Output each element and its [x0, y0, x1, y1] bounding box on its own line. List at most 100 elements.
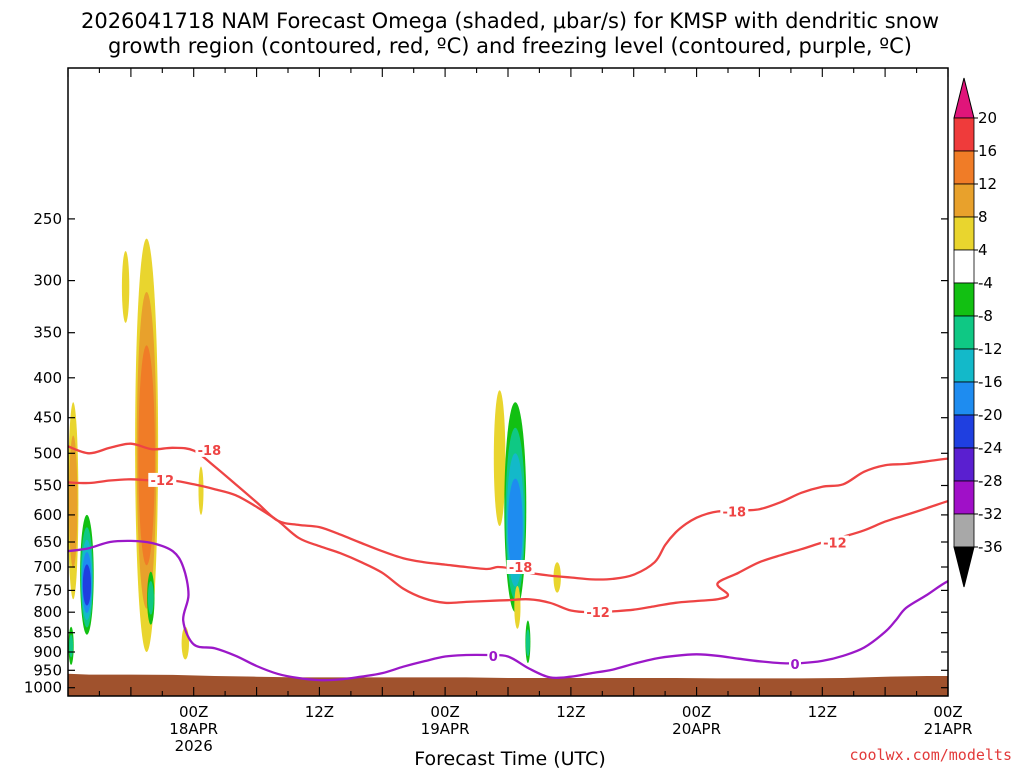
- y-tick-label: 300: [33, 272, 62, 290]
- y-tick-label: 650: [33, 533, 62, 551]
- contour-label: -18: [509, 561, 533, 576]
- y-tick-label: 700: [33, 558, 62, 576]
- colorbar-label: -36: [978, 538, 1003, 556]
- omega-shade: [82, 564, 91, 606]
- colorbar-bin: [953, 150, 975, 185]
- x-tick-label: 19APR: [421, 720, 470, 738]
- colorbar-label: -24: [978, 439, 1003, 457]
- x-tick-label: 00Z: [179, 703, 208, 721]
- omega-feature-1: [121, 251, 130, 323]
- colorbar-label: -8: [978, 307, 993, 325]
- contour-label-bg: [148, 472, 177, 487]
- contour-label-bg: [820, 535, 849, 550]
- dendritic-contour-m18: [68, 442, 948, 581]
- contour-label-bg: [487, 648, 500, 663]
- y-tick-label: 500: [33, 444, 62, 462]
- y-tick-label: 950: [33, 661, 62, 679]
- x-tick-label: 12Z: [808, 703, 837, 721]
- y-tick-label: 350: [33, 324, 62, 342]
- omega-shade: [69, 634, 74, 658]
- omega-feature-9: [504, 402, 527, 613]
- colorbar-bin: [953, 117, 975, 152]
- omega-core: [514, 533, 517, 551]
- colorbar-over-arrow: [953, 77, 975, 119]
- colorbar-label: -28: [978, 472, 1003, 490]
- colorbar-label: 4: [978, 241, 988, 259]
- freezing-contour-0: [68, 539, 948, 682]
- omega-layer: [68, 238, 561, 665]
- omega-feature-6: [198, 466, 204, 515]
- x-tick-label: 21APR: [924, 720, 973, 738]
- contour-layer: [68, 442, 948, 682]
- omega-core: [85, 585, 89, 596]
- omega-feature-11: [525, 620, 531, 664]
- y-axis: 2503003504004505005506006507007508008509…: [24, 210, 948, 697]
- omega-feature-10: [514, 585, 521, 629]
- omega-feature-2: [68, 402, 79, 600]
- colorbar-bin: [953, 348, 975, 383]
- omega-shade: [69, 435, 78, 568]
- colorbar-label: -4: [978, 274, 993, 292]
- omega-feature-0: [135, 238, 159, 653]
- colorbar-bin: [953, 249, 975, 284]
- colorbar-label: 16: [978, 142, 997, 160]
- contour-label-bg: [195, 442, 224, 457]
- colorbar-bin: [953, 513, 975, 548]
- colorbar-bin: [953, 414, 975, 449]
- omega-feature-3: [80, 514, 94, 635]
- y-tick-label: 400: [33, 369, 62, 387]
- dendritic-contour-m12: [68, 478, 948, 614]
- x-tick-label: 00Z: [682, 703, 711, 721]
- x-tick-label: 2026: [175, 737, 213, 755]
- colorbar-label: -16: [978, 373, 1003, 391]
- y-tick-label: 850: [33, 624, 62, 642]
- y-tick-label: 800: [33, 603, 62, 621]
- terrain-fill: [68, 673, 948, 696]
- colorbar-bin: [953, 315, 975, 350]
- contour-label: -18: [198, 444, 222, 459]
- x-tick-label: 12Z: [556, 703, 585, 721]
- chart-title-line2: growth region (contoured, red, ºC) and f…: [108, 34, 912, 58]
- contour-label-bg: [584, 605, 613, 620]
- y-tick-label: 1000: [24, 679, 62, 697]
- colorbar-label: -20: [978, 406, 1003, 424]
- colorbar-bin: [953, 381, 975, 416]
- y-tick-label: 750: [33, 581, 62, 599]
- omega-shade: [493, 390, 506, 526]
- y-tick-label: 250: [33, 210, 62, 228]
- contour-label: 0: [489, 650, 498, 665]
- omega-shade: [121, 251, 130, 323]
- contour-label-bg: [789, 656, 801, 671]
- omega-feature-8: [493, 390, 506, 526]
- colorbar-label: 12: [978, 175, 997, 193]
- colorbar-bin: [953, 216, 975, 251]
- omega-shade: [514, 585, 521, 629]
- y-tick-label: 900: [33, 643, 62, 661]
- colorbar-bin: [953, 183, 975, 218]
- omega-shade: [525, 629, 530, 657]
- plot-area: [68, 238, 948, 696]
- x-tick-label: 20APR: [672, 720, 721, 738]
- colorbar-bin: [953, 447, 975, 482]
- y-tick-label: 450: [33, 409, 62, 427]
- y-tick-label: 550: [33, 477, 62, 495]
- site-credit: coolwx.com/modelts: [849, 746, 1012, 764]
- y-tick-label: 600: [33, 506, 62, 524]
- omega-shade: [147, 581, 154, 615]
- colorbar: 20 16 12 8 4 -4 -8 -12 -16 -20 -24 -28 -32 -36: [953, 77, 1003, 588]
- omega-shade: [138, 345, 155, 566]
- colorbar-under-arrow: [953, 546, 975, 588]
- omega-feature-4: [147, 571, 155, 625]
- x-tick-label: 12Z: [305, 703, 334, 721]
- colorbar-label: 8: [978, 208, 988, 226]
- contour-label: -18: [723, 506, 747, 521]
- omega-shade: [198, 466, 204, 515]
- x-tick-label: 00Z: [430, 703, 459, 721]
- colorbar-label: -12: [978, 340, 1003, 358]
- x-tick-label: 00Z: [933, 703, 962, 721]
- contour-label-bg: [720, 504, 749, 519]
- contour-label: -12: [823, 537, 847, 552]
- contour-label-layer: -18 -12 -18 -18 -12 -12 0 0: [148, 442, 849, 673]
